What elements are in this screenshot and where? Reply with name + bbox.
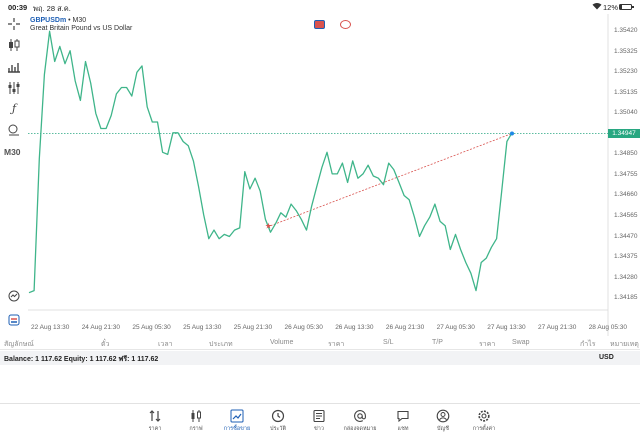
x-tick-label: 27 Aug 13:30: [487, 324, 526, 331]
symbol-name: GBPUSDm: [30, 17, 67, 24]
nav-item-6[interactable]: กล่องจดหมาย: [342, 409, 378, 433]
account-currency: USD: [599, 354, 614, 361]
column-header[interactable]: ตั๋ว: [101, 341, 110, 348]
y-tick-label: 1.34470: [614, 232, 638, 240]
y-tick-label: 1.35325: [614, 47, 638, 55]
y-tick-label: 1.34375: [614, 253, 638, 261]
nav-item-4[interactable]: ประวัติ: [260, 409, 296, 433]
y-tick-label: 1.34660: [614, 191, 638, 199]
x-tick-label: 22 Aug 13:30: [31, 324, 70, 331]
y-tick-label: 1.35420: [614, 27, 638, 35]
column-header[interactable]: สัญลักษณ์: [4, 341, 34, 348]
x-tick-label: 28 Aug 05:30: [588, 324, 628, 331]
nav-item-5[interactable]: ข่าว: [301, 409, 337, 433]
battery-percent: 12%: [603, 3, 619, 12]
nav-item-7[interactable]: แชท: [385, 409, 421, 433]
y-tick-label: 1.34850: [614, 150, 638, 158]
y-tick-label: 1.35135: [614, 88, 638, 96]
price-series-line: [28, 30, 513, 294]
y-tick-label: 1.35040: [614, 109, 638, 117]
settings-gear-icon: [478, 410, 490, 422]
positions-table-header: สัญลักษณ์ ตั๋ว เวลา ประเภท Volume ราคา S/L T/P ร…: [0, 336, 640, 350]
column-header[interactable]: T/P: [432, 339, 443, 346]
left-toolbar: ƒ M30: [0, 14, 28, 336]
x-tick-label: 26 Aug 13:30: [335, 324, 374, 331]
y-tick-label: 1.34280: [614, 273, 638, 281]
account-person-icon: [436, 409, 450, 423]
column-header[interactable]: ราคา: [328, 341, 345, 348]
column-header[interactable]: Swap: [512, 339, 530, 346]
column-header[interactable]: Volume: [270, 339, 294, 346]
indicators-icon[interactable]: [6, 60, 22, 74]
symbol-title: GBPUSDm • M30: [30, 17, 86, 24]
sell-quick-icon[interactable]: [314, 20, 325, 29]
trade-connection-line: [270, 133, 513, 227]
x-tick-label: 25 Aug 21:30: [233, 324, 273, 331]
nav-label: กราฟ: [189, 426, 203, 432]
nav-label: ข่าว: [314, 426, 324, 432]
symbol-description: Great Britain Pound vs US Dollar: [30, 25, 133, 32]
function-icon[interactable]: ƒ: [11, 102, 17, 115]
x-tick-label: 24 Aug 21:30: [81, 324, 121, 331]
x-tick-label: 26 Aug 05:30: [284, 324, 323, 331]
battery-icon: [619, 4, 634, 10]
price-chart[interactable]: ★: [0, 14, 640, 336]
current-price-tag: 1.34947: [608, 128, 640, 138]
column-header[interactable]: S/L: [383, 339, 394, 346]
nav-item-1[interactable]: ราคา: [137, 409, 173, 433]
status-date: พฤ. 28 ส.ค.: [33, 4, 71, 13]
x-tick-label: 27 Aug 21:30: [538, 324, 577, 331]
timeframe-label[interactable]: M30: [4, 147, 21, 157]
nav-label: ประวัติ: [269, 426, 287, 432]
trade-exit-dot: [510, 131, 514, 136]
buy-quick-icon[interactable]: [340, 20, 351, 29]
column-header[interactable]: ราคา: [479, 341, 496, 348]
nav-label: บัญชี: [437, 426, 449, 432]
nav-label: ราคา: [148, 426, 162, 432]
one-click-trade-icon[interactable]: [6, 313, 22, 327]
status-bar: 00:39 พฤ. 28 ส.ค. 12%: [0, 0, 640, 14]
wifi-icon: [592, 2, 602, 12]
symbol-timeframe: • M30: [68, 17, 87, 24]
bottom-nav: ราคา กราฟ การซื้อขาย ประวัติ ข่าว กล่องจดหมาย…: [0, 403, 640, 447]
mailbox-at-icon: [354, 410, 366, 422]
x-tick-label: 25 Aug 05:30: [132, 324, 171, 331]
y-tick-label: 1.34185: [614, 294, 638, 302]
objects-icon[interactable]: [6, 123, 22, 137]
trade-line-icon: [230, 409, 244, 423]
x-tick-label: 26 Aug 21:30: [385, 324, 425, 331]
column-header[interactable]: เวลา: [158, 341, 173, 348]
sliders-icon[interactable]: [6, 81, 22, 95]
column-header[interactable]: หมายเหตุ: [610, 341, 639, 348]
balance-row: Balance: 1 117.62 Equity: 1 117.62 ฟรี: …: [0, 351, 640, 365]
nav-label: กล่องจดหมาย: [343, 426, 377, 432]
nav-item-9[interactable]: การตั้งค่า: [466, 409, 502, 433]
crosshair-icon[interactable]: [6, 17, 22, 31]
history-clock-icon: [271, 409, 285, 423]
nav-item-2[interactable]: กราฟ: [178, 409, 214, 433]
y-tick-label: 1.34755: [614, 170, 638, 178]
balance-text: Balance: 1 117.62 Equity: 1 117.62 ฟรี: …: [4, 356, 159, 363]
chat-bubble-icon: [397, 410, 409, 423]
nav-item-3[interactable]: การซื้อขาย: [219, 409, 255, 433]
chart-area[interactable]: ★ ƒ M30 GBPUSDm • M30 Great Britain Poun…: [0, 14, 640, 336]
y-tick-label: 1.35230: [614, 68, 638, 76]
nav-label: การตั้งค่า: [472, 426, 496, 432]
column-header[interactable]: ประเภท: [209, 341, 233, 348]
x-tick-label: 25 Aug 13:30: [183, 324, 222, 331]
x-tick-label: 27 Aug 05:30: [436, 324, 475, 331]
quotes-arrows-icon: [149, 410, 161, 422]
zoom-icon[interactable]: [6, 289, 22, 303]
candlestick-icon[interactable]: [6, 38, 22, 52]
status-time: 00:39: [8, 3, 28, 12]
column-header[interactable]: กำไร: [580, 341, 596, 348]
candlestick-chart-icon: [191, 410, 201, 422]
trade-entry-marker: ★: [265, 222, 272, 231]
y-tick-label: 1.34565: [614, 212, 638, 219]
nav-item-8[interactable]: บัญชี: [425, 409, 461, 433]
nav-label: การซื้อขาย: [223, 426, 251, 432]
news-icon: [313, 409, 325, 423]
nav-label: แชท: [397, 426, 409, 432]
